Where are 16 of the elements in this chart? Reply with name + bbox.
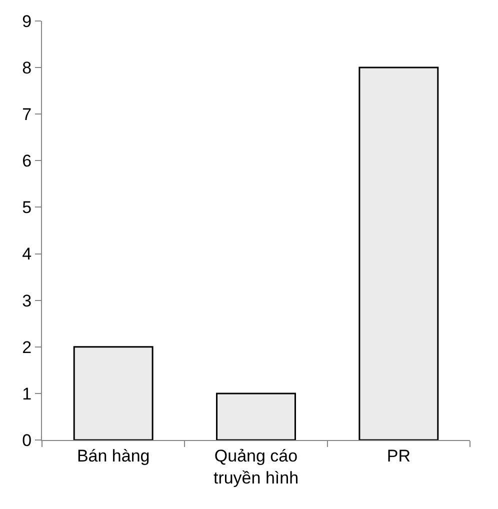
y-tick-label: 6 — [22, 152, 32, 171]
y-tick-label: 1 — [22, 384, 32, 404]
bar — [216, 392, 296, 440]
y-tick-label: 8 — [22, 58, 32, 78]
y-tick-label: 0 — [22, 430, 32, 450]
y-tick-label: 5 — [22, 198, 32, 218]
x-tick-label: PR — [386, 446, 410, 466]
x-tick-label: Bán hàng — [76, 446, 150, 466]
y-tick-label: 9 — [22, 12, 32, 31]
y-tick-label: 4 — [22, 244, 32, 264]
x-tick-label: Quảng cáo truyền hình — [213, 446, 299, 488]
bar — [73, 346, 154, 440]
y-tick-label: 3 — [22, 291, 32, 310]
y-tick-label: 7 — [22, 105, 32, 124]
bar — [358, 66, 439, 440]
y-tick-label: 2 — [22, 338, 32, 357]
